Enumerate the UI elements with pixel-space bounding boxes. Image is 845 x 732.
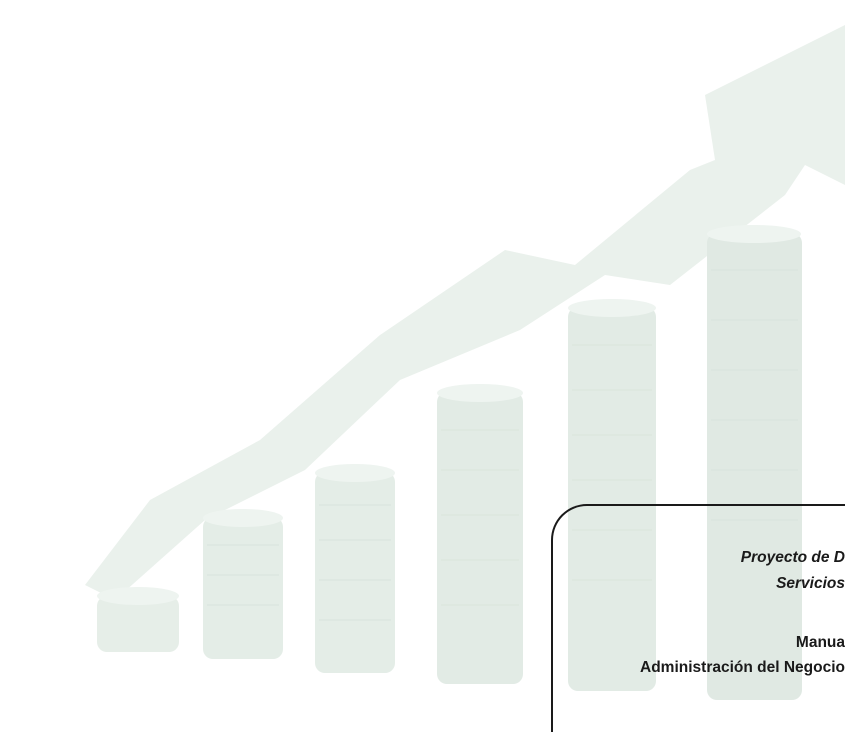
growth-arrow <box>85 25 845 600</box>
project-title-line-2: Servicios <box>776 575 845 592</box>
coin-stack-1 <box>97 587 179 652</box>
coin-stack-2 <box>203 509 283 659</box>
coin-ridges <box>207 269 798 621</box>
project-title-line-1: Proyecto de D <box>740 549 845 566</box>
coin-stack-5 <box>568 299 656 691</box>
manual-title-line-1: Manua <box>795 634 845 651</box>
coin-stack-6 <box>707 225 802 700</box>
coin-stack-3 <box>315 464 395 673</box>
coin-stack-4 <box>437 384 523 684</box>
title-frame <box>551 504 845 732</box>
manual-title-line-2: Administración del Negocio <box>640 659 845 676</box>
